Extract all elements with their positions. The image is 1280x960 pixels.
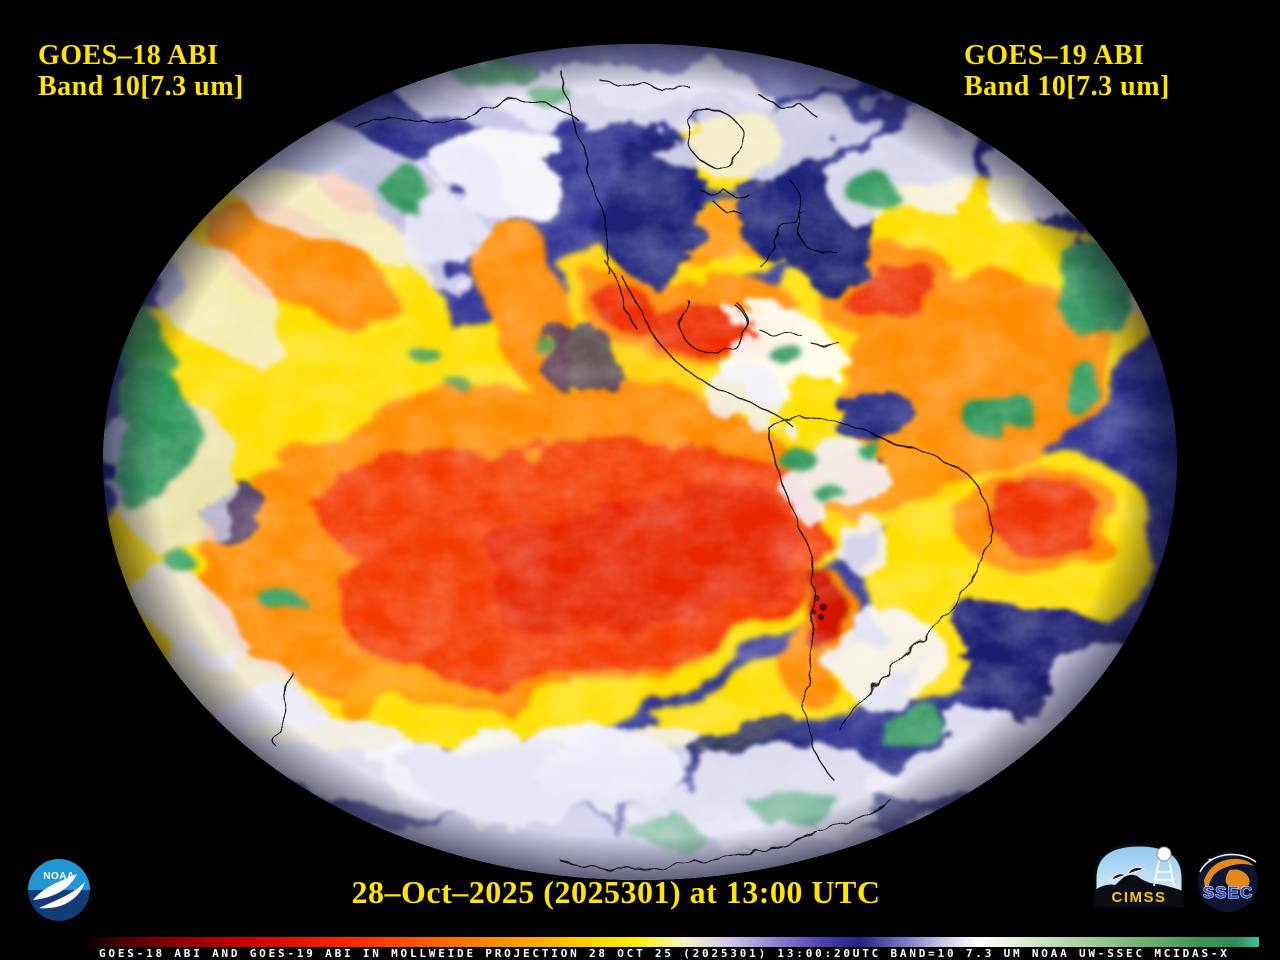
limb-shading [103, 44, 1177, 880]
goes19-title-line: GOES–19 ABI [964, 40, 1145, 71]
goes18-band-line: Band 10[7.3 um] [38, 71, 244, 102]
timestamp-label: 28–Oct–2025 (2025301) at 13:00 UTC [351, 874, 881, 910]
cimss-logo-text: CIMSS [1111, 889, 1166, 906]
temperature-colorbar [85, 937, 1259, 947]
noaa-logo-text: NOAA [43, 871, 74, 882]
noaa-logo: NOAA [28, 859, 90, 921]
earth-disk [103, 44, 1177, 880]
goes18-label: GOES–18 ABI Band 10[7.3 um] [38, 40, 244, 102]
corner-logos: CIMSS SSEC [1093, 843, 1258, 912]
cimss-logo: CIMSS [1093, 843, 1185, 908]
goes19-label: GOES–19 ABI Band 10[7.3 um] [964, 40, 1170, 102]
goes19-band-line: Band 10[7.3 um] [964, 71, 1170, 102]
footer-bar: GOES-18 ABI AND GOES-19 ABI IN MOLLWEIDE… [0, 936, 1280, 960]
ssec-logo-text: SSEC [1203, 883, 1253, 902]
goes18-title-line: GOES–18 ABI [38, 40, 219, 71]
ssec-logo: SSEC [1198, 852, 1258, 912]
footer-caption: GOES-18 ABI AND GOES-19 ABI IN MOLLWEIDE… [99, 947, 1230, 960]
